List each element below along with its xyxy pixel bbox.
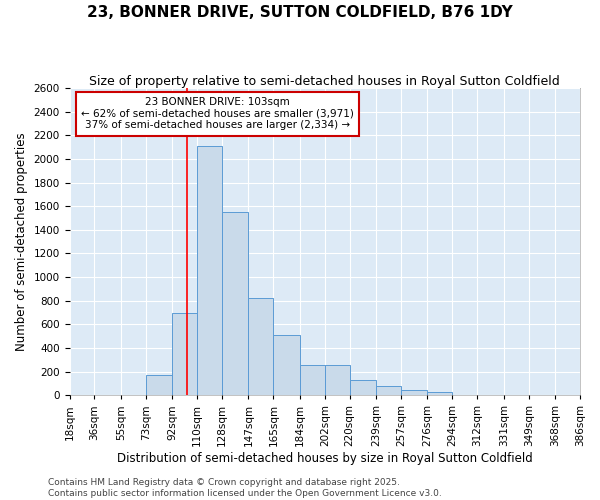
Text: 23 BONNER DRIVE: 103sqm
← 62% of semi-detached houses are smaller (3,971)
37% of: 23 BONNER DRIVE: 103sqm ← 62% of semi-de… [81, 97, 354, 130]
Title: Size of property relative to semi-detached houses in Royal Sutton Coldfield: Size of property relative to semi-detach… [89, 75, 560, 88]
Bar [146, 374, 172, 396]
Bar [401, 390, 427, 396]
Y-axis label: Number of semi-detached properties: Number of semi-detached properties [15, 132, 28, 351]
Text: 23, BONNER DRIVE, SUTTON COLDFIELD, B76 1DY: 23, BONNER DRIVE, SUTTON COLDFIELD, B76 … [87, 5, 513, 20]
Bar [172, 312, 197, 396]
Bar [300, 365, 325, 396]
Text: Contains HM Land Registry data © Crown copyright and database right 2025.
Contai: Contains HM Land Registry data © Crown c… [48, 478, 442, 498]
Bar [248, 298, 274, 396]
Bar [350, 380, 376, 396]
Bar [376, 386, 401, 396]
Bar [197, 146, 222, 396]
Bar [274, 335, 300, 396]
Bar [427, 392, 452, 396]
X-axis label: Distribution of semi-detached houses by size in Royal Sutton Coldfield: Distribution of semi-detached houses by … [117, 452, 533, 465]
Bar [325, 365, 350, 396]
Bar [222, 212, 248, 396]
